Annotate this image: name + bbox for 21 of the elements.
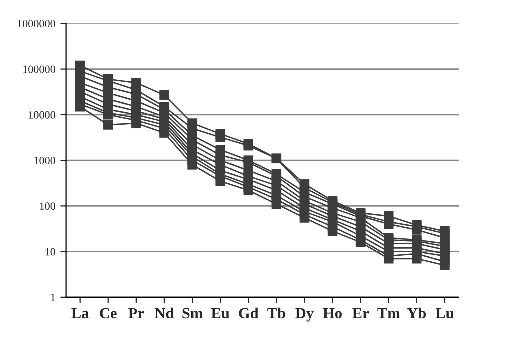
x-tick-label: La xyxy=(72,308,90,319)
x-tick-label: Dy xyxy=(296,308,314,322)
y-tick-label: 1000000 xyxy=(18,20,56,28)
x-tick-label: Tb xyxy=(268,308,286,319)
x-tick-label: Tm xyxy=(378,308,400,318)
y-tick-label: 1 xyxy=(51,294,56,302)
y-tick-label: 10 xyxy=(46,248,56,256)
x-tick-label: Yb xyxy=(407,308,426,319)
y-tick-label: 100 xyxy=(40,202,56,210)
x-tick-label: Ho xyxy=(323,308,342,319)
x-tick-label: Sm xyxy=(182,308,203,319)
x-tick-label: Eu xyxy=(211,308,230,319)
x-tick-label: Ce xyxy=(100,308,117,319)
y-tick-label: 100000 xyxy=(24,66,56,74)
x-tick-label: Lu xyxy=(436,308,454,319)
x-tick-label: Nd xyxy=(155,308,174,319)
y-tick-label: 1000 xyxy=(34,157,56,165)
y-tick-label: 10000 xyxy=(29,111,56,119)
x-tick-label: Pr xyxy=(128,308,144,318)
x-tick-label: Gd xyxy=(239,308,259,319)
x-tick-label: Er xyxy=(352,308,369,318)
